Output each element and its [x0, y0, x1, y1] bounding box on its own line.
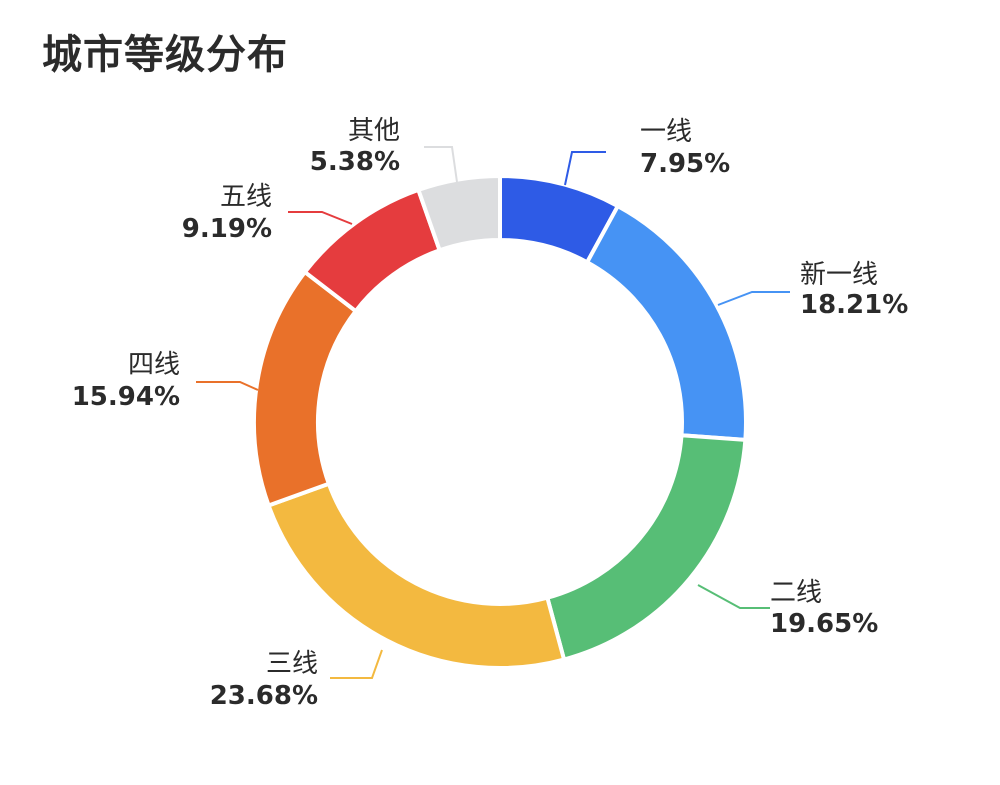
leader-line-四线: [196, 381, 259, 391]
slice-value-一线: 7.95%: [640, 149, 730, 179]
slice-value-四线: 15.94%: [72, 382, 180, 412]
slice-label-五线: 五线: [220, 182, 272, 212]
slice-label-新一线: 新一线: [800, 260, 878, 290]
slice-value-二线: 19.65%: [770, 609, 878, 639]
leader-line-二线: [697, 584, 770, 609]
leader-line-三线: [330, 649, 383, 679]
slice-label-一线: 一线: [640, 117, 692, 147]
leader-line-一线: [564, 151, 606, 186]
leader-line-五线: [288, 211, 353, 225]
slices-group: [252, 173, 748, 670]
leader-line-其他: [424, 146, 458, 183]
slice-其他: [415, 173, 502, 253]
slice-label-三线: 三线: [266, 649, 318, 679]
slice-四线: [252, 269, 359, 509]
slice-label-其他: 其他: [348, 116, 400, 146]
chart-title: 城市等级分布: [42, 32, 288, 78]
slice-value-其他: 5.38%: [310, 147, 400, 177]
slice-value-新一线: 18.21%: [800, 290, 908, 320]
leader-line-新一线: [717, 291, 790, 306]
slice-value-五线: 9.19%: [182, 214, 272, 244]
slice-三线: [266, 481, 567, 670]
slice-label-四线: 四线: [128, 350, 180, 380]
leader-lines-group: [196, 146, 790, 679]
slice-value-三线: 23.68%: [210, 681, 318, 711]
slice-新一线: [584, 203, 748, 443]
slice-二线: [544, 433, 748, 662]
slice-label-二线: 二线: [770, 578, 822, 608]
